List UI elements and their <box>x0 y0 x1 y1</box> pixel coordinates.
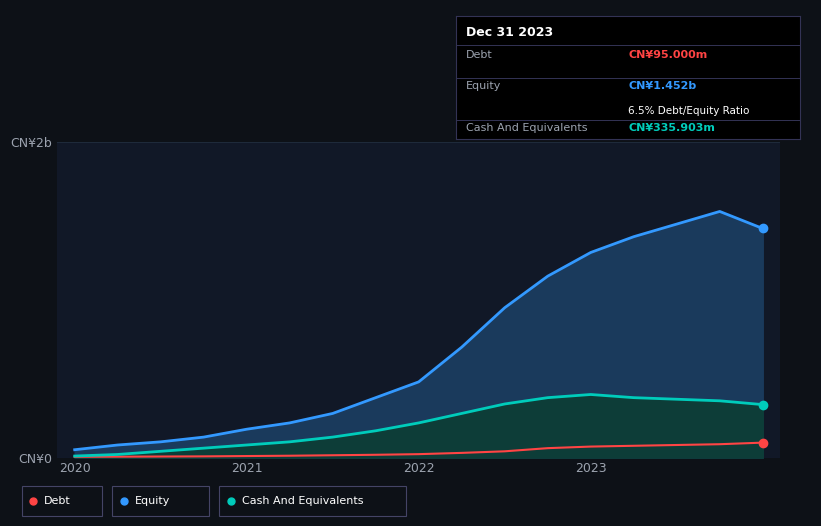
Text: Cash And Equivalents: Cash And Equivalents <box>241 496 363 506</box>
Text: Equity: Equity <box>135 496 170 506</box>
Text: Cash And Equivalents: Cash And Equivalents <box>466 123 588 133</box>
Text: CN¥335.903m: CN¥335.903m <box>628 123 715 133</box>
Text: Debt: Debt <box>466 50 493 60</box>
Text: CN¥1.452b: CN¥1.452b <box>628 82 696 92</box>
Text: Debt: Debt <box>44 496 71 506</box>
FancyBboxPatch shape <box>219 486 406 516</box>
FancyBboxPatch shape <box>112 486 209 516</box>
Text: Dec 31 2023: Dec 31 2023 <box>466 26 553 39</box>
Text: 6.5% Debt/Equity Ratio: 6.5% Debt/Equity Ratio <box>628 106 750 116</box>
Text: Equity: Equity <box>466 82 502 92</box>
FancyBboxPatch shape <box>22 486 102 516</box>
Text: CN¥95.000m: CN¥95.000m <box>628 50 708 60</box>
